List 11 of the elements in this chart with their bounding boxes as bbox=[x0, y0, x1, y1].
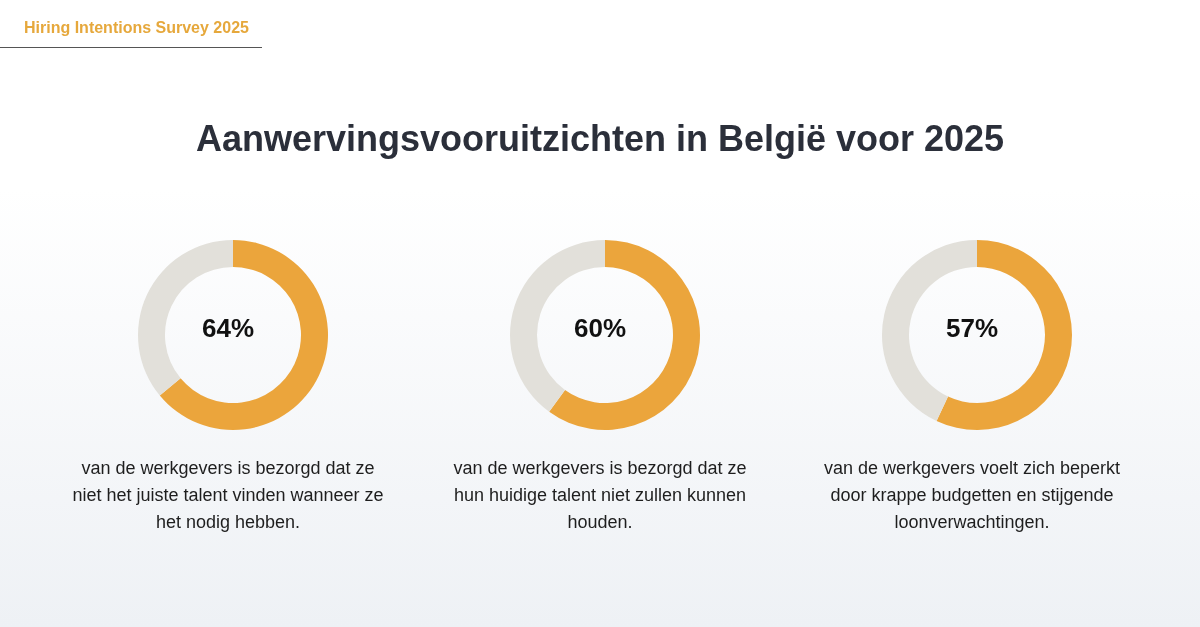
text: 57% bbox=[944, 313, 999, 344]
text: van de werkgevers is bezorgd dat ze niet het juiste talent vinden wanneer ze het nodig hebben. bbox=[71, 457, 385, 534]
text: van de werkgevers is bezorgd dat ze hun huidige talent niet zullen kunnen houden. bbox=[452, 457, 748, 534]
text: Aanwervingsvooruitzichten in België voor 2025 bbox=[194, 118, 1006, 160]
text: Hiring Intentions Survey 2025 bbox=[24, 19, 249, 37]
donut-slice bbox=[936, 240, 1072, 430]
donut-slice bbox=[159, 240, 328, 430]
text: 60% bbox=[572, 313, 627, 344]
text: 64% bbox=[200, 313, 255, 344]
text: van de werkgevers voelt zich beperkt door krappe budgetten en stijgende loonverwachtingen. bbox=[822, 457, 1122, 534]
donut-slice bbox=[549, 240, 700, 430]
